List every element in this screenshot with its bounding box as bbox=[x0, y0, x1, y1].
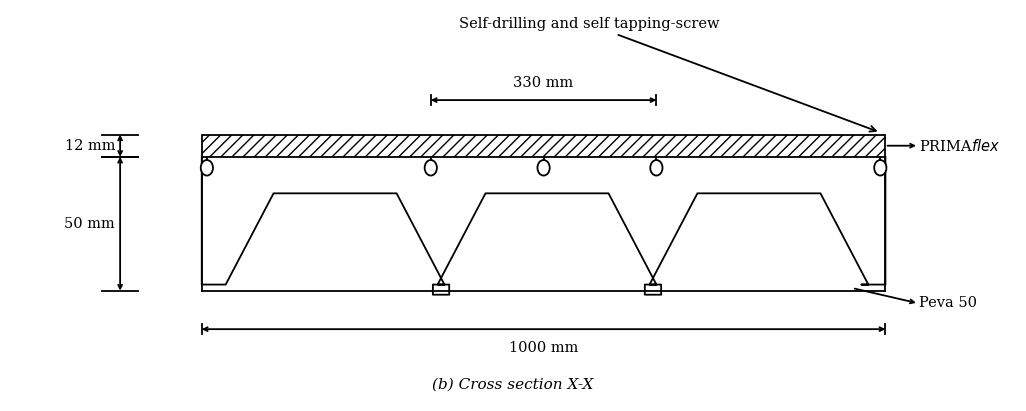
Text: 330 mm: 330 mm bbox=[513, 76, 574, 90]
Text: (b) Cross section X-X: (b) Cross section X-X bbox=[432, 378, 594, 392]
Text: 50 mm: 50 mm bbox=[65, 217, 115, 231]
Bar bbox=[202, 134, 885, 157]
Ellipse shape bbox=[201, 160, 213, 175]
Ellipse shape bbox=[425, 160, 437, 175]
Text: 1000 mm: 1000 mm bbox=[509, 341, 579, 356]
Ellipse shape bbox=[650, 160, 663, 175]
Text: 12 mm: 12 mm bbox=[65, 139, 115, 153]
Text: Self-drilling and self tapping-screw: Self-drilling and self tapping-screw bbox=[460, 17, 876, 132]
Text: Peva 50: Peva 50 bbox=[919, 296, 977, 310]
Ellipse shape bbox=[538, 160, 550, 175]
Text: PRIMA$\mathit{flex}$: PRIMA$\mathit{flex}$ bbox=[919, 138, 1000, 154]
Ellipse shape bbox=[874, 160, 886, 175]
